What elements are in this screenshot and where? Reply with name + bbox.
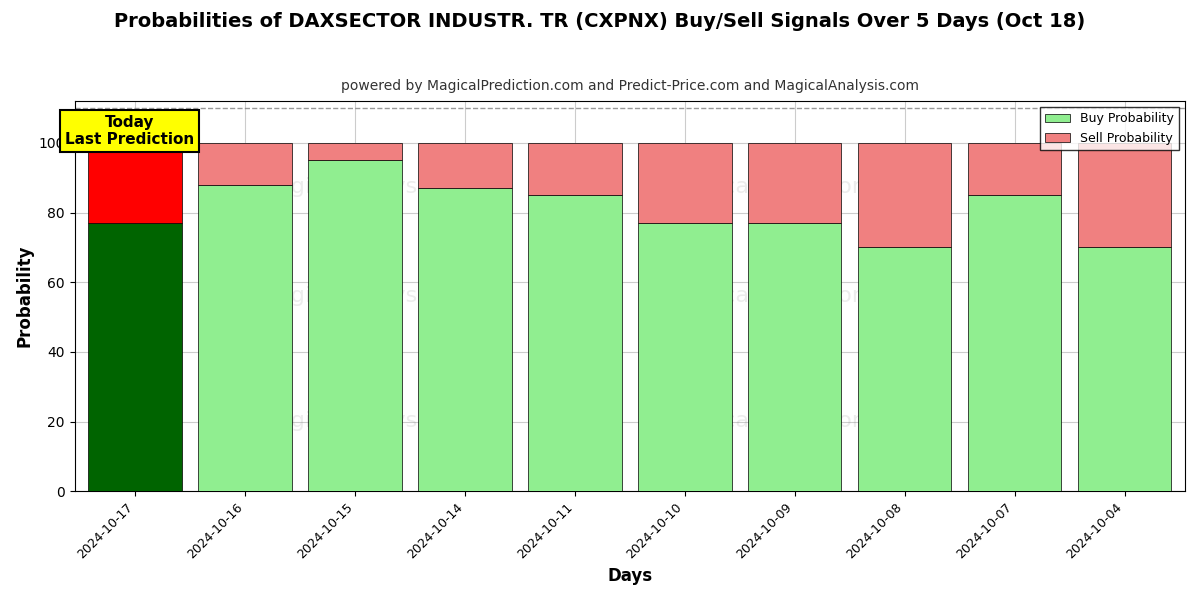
Bar bbox=[198, 185, 292, 491]
Y-axis label: Probability: Probability bbox=[16, 245, 34, 347]
X-axis label: Days: Days bbox=[607, 567, 653, 585]
Bar bbox=[198, 143, 292, 185]
Bar bbox=[528, 195, 622, 491]
Bar bbox=[89, 143, 182, 223]
Bar bbox=[419, 143, 511, 188]
Title: powered by MagicalPrediction.com and Predict-Price.com and MagicalAnalysis.com: powered by MagicalPrediction.com and Pre… bbox=[341, 79, 919, 93]
Bar bbox=[638, 143, 732, 223]
Text: Today
Last Prediction: Today Last Prediction bbox=[65, 115, 194, 148]
Text: MagicalPrediction.com: MagicalPrediction.com bbox=[671, 411, 922, 431]
Text: MagicalAnalysis.com: MagicalAnalysis.com bbox=[259, 177, 491, 197]
Text: MagicalAnalysis.com: MagicalAnalysis.com bbox=[259, 286, 491, 306]
Text: MagicalAnalysis.com: MagicalAnalysis.com bbox=[259, 411, 491, 431]
Bar bbox=[858, 247, 952, 491]
Legend: Buy Probability, Sell Probability: Buy Probability, Sell Probability bbox=[1040, 107, 1178, 149]
Text: MagicalPrediction.com: MagicalPrediction.com bbox=[671, 286, 922, 306]
Bar bbox=[968, 143, 1061, 195]
Bar bbox=[1078, 247, 1171, 491]
Text: Probabilities of DAXSECTOR INDUSTR. TR (CXPNX) Buy/Sell Signals Over 5 Days (Oct: Probabilities of DAXSECTOR INDUSTR. TR (… bbox=[114, 12, 1086, 31]
Bar bbox=[528, 143, 622, 195]
Bar bbox=[748, 143, 841, 223]
Bar bbox=[308, 160, 402, 491]
Bar bbox=[1078, 143, 1171, 247]
Bar bbox=[308, 143, 402, 160]
Text: MagicalPrediction.com: MagicalPrediction.com bbox=[671, 177, 922, 197]
Bar bbox=[748, 223, 841, 491]
Bar bbox=[858, 143, 952, 247]
Bar bbox=[419, 188, 511, 491]
Bar bbox=[89, 223, 182, 491]
Bar bbox=[968, 195, 1061, 491]
Bar bbox=[638, 223, 732, 491]
